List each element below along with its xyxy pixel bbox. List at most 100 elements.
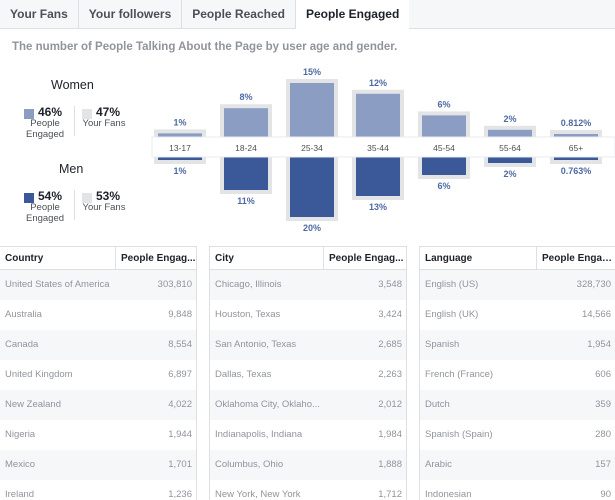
men-bar [356, 157, 400, 196]
table-row[interactable]: Columbus, Ohio 1,888 [210, 450, 406, 480]
city-table: City People Engag... Chicago, Illinois 3,… [210, 246, 406, 500]
table-row[interactable]: Australia 9,848 [0, 300, 196, 330]
row-label: Spanish (Spain) [425, 429, 493, 440]
row-value: 90 [600, 489, 611, 500]
men-value-label: 13% [369, 202, 387, 212]
tab-people-engaged[interactable]: People Engaged [295, 0, 410, 29]
chart-subtitle: The number of People Talking About the P… [12, 41, 398, 53]
table-separator [406, 246, 407, 500]
fans-bar-men [550, 157, 602, 164]
row-value: 1,954 [587, 339, 611, 350]
city-column-header[interactable]: City [215, 253, 234, 264]
table-row[interactable]: New Zealand 4,022 [0, 390, 196, 420]
row-label: Nigeria [5, 429, 36, 440]
row-value: 1,944 [168, 429, 192, 440]
legend-divider [74, 190, 75, 220]
men-value-label: 0.763% [561, 166, 592, 176]
men-value-label: 6% [437, 181, 450, 191]
women-fans-pct: 47% [96, 105, 121, 119]
table-row[interactable]: Indonesian 90 [420, 480, 615, 500]
men-engaged-label: People Engaged [26, 202, 65, 224]
row-value: 8,554 [168, 339, 192, 350]
men-fans-label: Your Fans [82, 202, 126, 213]
row-label: Dutch [425, 399, 450, 410]
table-row[interactable]: United Kingdom 6,897 [0, 360, 196, 390]
row-value: 359 [595, 399, 611, 410]
language-column-header[interactable]: Language [425, 253, 473, 264]
women-bar [356, 93, 400, 137]
people-engaged-column-header[interactable]: People Engag... [115, 247, 196, 269]
table-row[interactable]: Spanish 1,954 [420, 330, 615, 360]
row-label: Arabic [425, 459, 452, 470]
table-row[interactable]: United States of America 303,810 [0, 270, 196, 300]
women-value-label: 2% [503, 114, 516, 124]
men-bar [422, 157, 466, 175]
legend-divider [74, 106, 75, 136]
tab-people-reached[interactable]: People Reached [182, 0, 296, 28]
table-row[interactable]: Dutch 359 [420, 390, 615, 420]
table-row[interactable]: Indianapolis, Indiana 1,984 [210, 420, 406, 450]
women-value-label: 12% [369, 78, 387, 88]
country-table: Country People Engag... United States of… [0, 246, 196, 500]
row-value: 303,810 [157, 279, 192, 290]
row-label: Columbus, Ohio [215, 459, 284, 470]
men-value-label: 11% [237, 196, 255, 206]
table-separator [209, 246, 210, 500]
age-band [151, 136, 615, 158]
row-value: 9,848 [168, 309, 192, 320]
table-row[interactable]: Spanish (Spain) 280 [420, 420, 615, 450]
women-bar [554, 134, 598, 137]
row-value: 3,548 [378, 279, 402, 290]
row-value: 2,685 [378, 339, 402, 350]
men-bar [554, 157, 598, 160]
women-bar [488, 129, 532, 137]
row-value: 280 [595, 429, 611, 440]
row-value: 328,730 [576, 279, 611, 290]
women-bar [422, 115, 466, 137]
fans-bar-women [154, 129, 206, 137]
men-bar [224, 157, 268, 190]
row-label: English (UK) [425, 309, 479, 320]
women-bar [290, 83, 334, 137]
table-row[interactable]: Nigeria 1,944 [0, 420, 196, 450]
row-value: 2,263 [378, 369, 402, 380]
table-row[interactable]: English (US) 328,730 [420, 270, 615, 300]
table-row[interactable]: Mexico 1,701 [0, 450, 196, 480]
people-engaged-column-header[interactable]: People Engag... [323, 247, 406, 269]
table-row[interactable]: Chicago, Illinois 3,548 [210, 270, 406, 300]
tab-your-fans[interactable]: Your Fans [0, 0, 79, 28]
table-row[interactable]: English (UK) 14,566 [420, 300, 615, 330]
age-tick-label: 18-24 [235, 143, 257, 153]
women-legend-title: Women [51, 78, 94, 92]
row-label: Chicago, Illinois [215, 279, 282, 290]
table-row[interactable]: Arabic 157 [420, 450, 615, 480]
country-column-header[interactable]: Country [5, 253, 44, 264]
table-row[interactable]: Ireland 1,236 [0, 480, 196, 500]
table-row[interactable]: Oklahoma City, Oklaho... 2,012 [210, 390, 406, 420]
tab-your-followers[interactable]: Your followers [79, 0, 183, 28]
table-separator [419, 246, 420, 500]
row-label: Ireland [5, 489, 35, 500]
women-fans-swatch [82, 109, 92, 119]
people-engaged-column-header[interactable]: People Engag... [536, 247, 615, 269]
table-row[interactable]: Canada 8,554 [0, 330, 196, 360]
women-fans-label: Your Fans [82, 118, 126, 129]
row-label: Australia [5, 309, 42, 320]
table-row[interactable]: New York, New York 1,712 [210, 480, 406, 500]
table-row[interactable]: French (France) 606 [420, 360, 615, 390]
men-value-label: 20% [303, 223, 321, 233]
row-value: 2,012 [378, 399, 402, 410]
row-label: Canada [5, 339, 39, 350]
men-bar [290, 157, 334, 217]
row-label: French (France) [425, 369, 494, 380]
age-tick-label: 13-17 [169, 143, 191, 153]
table-row[interactable]: Dallas, Texas 2,263 [210, 360, 406, 390]
men-value-label: 1% [173, 166, 186, 176]
fans-bar-men [154, 157, 206, 164]
women-engaged-label: People Engaged [26, 118, 65, 140]
table-row[interactable]: Houston, Texas 3,424 [210, 300, 406, 330]
women-value-label: 0.812% [561, 118, 592, 128]
men-legend-title: Men [59, 162, 84, 176]
table-row[interactable]: San Antonio, Texas 2,685 [210, 330, 406, 360]
row-label: English (US) [425, 279, 479, 290]
